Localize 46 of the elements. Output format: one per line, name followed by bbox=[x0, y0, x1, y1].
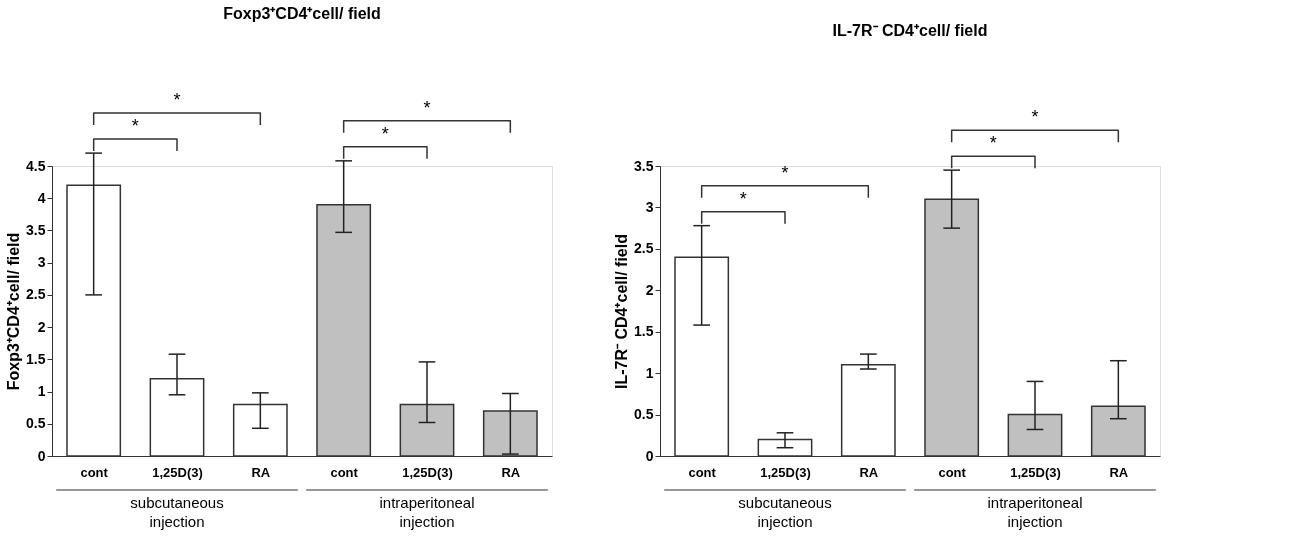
x-tick-label: cont bbox=[688, 464, 717, 480]
y-tick-label: 0.5 bbox=[634, 406, 654, 423]
x-tick-label: 1,25D(3) bbox=[760, 464, 811, 480]
y-tick-label: 0 bbox=[645, 447, 654, 464]
chart-title: IL-7R⁻ CD4⁺cell/ field bbox=[832, 22, 988, 40]
x-tick-label: cont bbox=[330, 464, 359, 480]
y-tick-label: 3.5 bbox=[634, 157, 654, 174]
y-tick-label: 1 bbox=[645, 364, 654, 381]
y-tick-label: 1 bbox=[37, 383, 46, 400]
x-tick-label: 1,25D(3) bbox=[402, 464, 453, 480]
x-tick-label: RA bbox=[501, 464, 521, 480]
x-tick-label: cont bbox=[938, 464, 967, 480]
annotation: * bbox=[739, 188, 747, 209]
y-tick-label: 0 bbox=[37, 447, 46, 464]
y-tick-label: 2 bbox=[37, 318, 46, 335]
text: intraperitoneal injection bbox=[987, 494, 1083, 530]
text: * bbox=[381, 123, 389, 144]
y-axis-title: IL-7R⁻ CD4⁺cell/ field bbox=[613, 234, 631, 389]
y-tick-label: 1.5 bbox=[634, 323, 654, 340]
text: intraperitoneal injection bbox=[379, 494, 475, 530]
y-tick-label: 0.5 bbox=[26, 415, 46, 432]
y-tick-label: 3.5 bbox=[26, 221, 46, 238]
x-tick-label: 1,25D(3) bbox=[1010, 464, 1061, 480]
y-tick-label: 3 bbox=[37, 254, 46, 271]
x-tick-label: cont bbox=[80, 464, 109, 480]
y-tick-label: 2 bbox=[645, 281, 654, 298]
annotation: * bbox=[781, 162, 789, 183]
y-tick-label: 2.5 bbox=[634, 240, 654, 257]
x-tick-label: RA bbox=[1109, 464, 1129, 480]
y-axis-title: Foxp3⁺CD4⁺cell/ field bbox=[5, 232, 23, 391]
x-tick-label: 1,25D(3) bbox=[152, 464, 203, 480]
x-tick-label: RA bbox=[251, 464, 271, 480]
y-tick-label: 1.5 bbox=[26, 350, 46, 367]
x-tick-label: RA bbox=[859, 464, 879, 480]
text: subcutaneous injection bbox=[738, 494, 832, 530]
chart-title: Foxp3⁺CD4⁺cell/ field bbox=[223, 5, 381, 23]
text: * bbox=[423, 97, 431, 118]
y-tick-label: 2.5 bbox=[26, 286, 46, 303]
text: * bbox=[173, 90, 181, 111]
text: * bbox=[1031, 107, 1039, 128]
y-tick-label: 4.5 bbox=[26, 157, 46, 174]
text: * bbox=[989, 133, 997, 154]
y-tick-label: 4 bbox=[37, 189, 46, 206]
y-tick-label: 3 bbox=[645, 198, 654, 215]
text: subcutaneous injection bbox=[130, 494, 224, 530]
text: * bbox=[131, 116, 139, 137]
